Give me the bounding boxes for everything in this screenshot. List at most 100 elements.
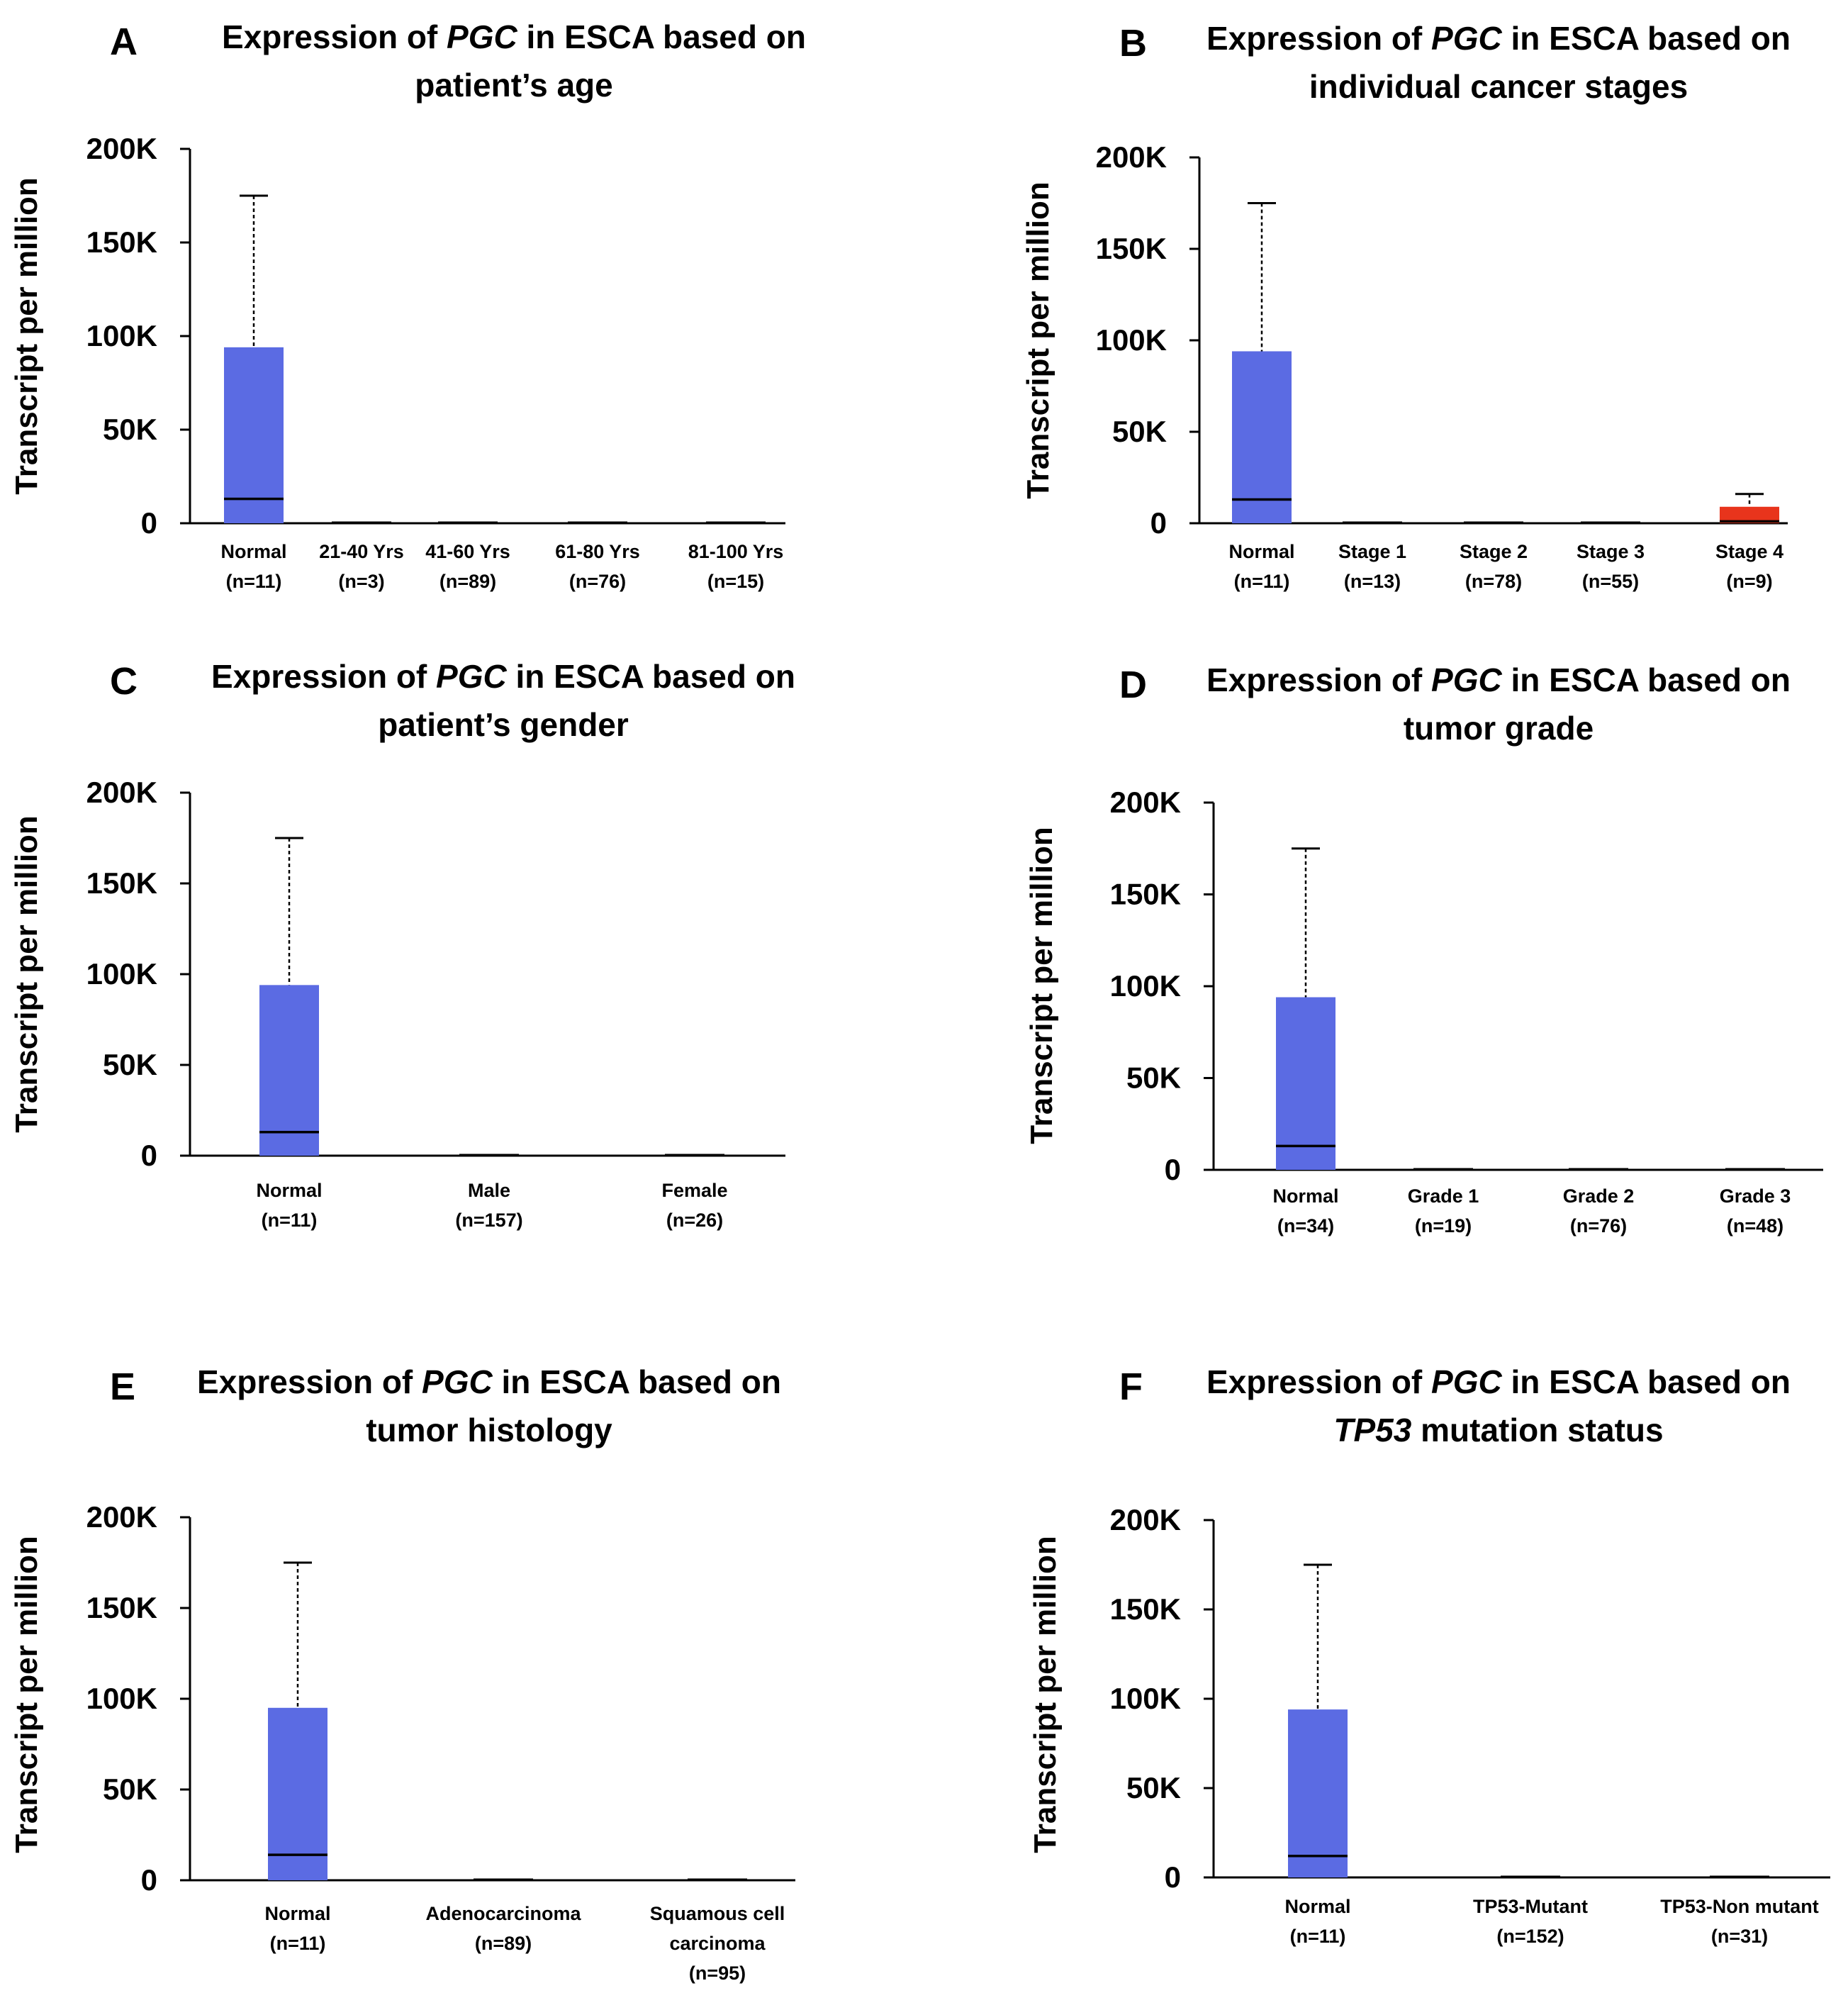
box bbox=[1720, 506, 1779, 523]
category-label: Normal bbox=[220, 541, 286, 562]
category-label: Stage 1 bbox=[1338, 541, 1406, 562]
category-label: Male bbox=[468, 1180, 510, 1201]
chart-title: Expression of PGC in ESCA based on patie… bbox=[222, 18, 806, 104]
category-n-label: (n=15) bbox=[707, 571, 764, 592]
category-label: Normal bbox=[1284, 1896, 1350, 1917]
y-tick-label: 50K bbox=[1112, 415, 1167, 448]
box-plot: 200K 150K 100K 50K 0 Transcript per million No… bbox=[9, 776, 785, 1231]
category-n-label: (n=48) bbox=[1727, 1215, 1783, 1236]
y-tick-label: 150K bbox=[86, 225, 157, 259]
category-n-label: (n=11) bbox=[270, 1933, 326, 1954]
category-n-label: (n=78) bbox=[1465, 571, 1522, 592]
panel-a: A Expression of PGC in ESCA based on pat… bbox=[0, 0, 924, 670]
chart-title: Expression of PGC in ESCA based on indiv… bbox=[1206, 20, 1791, 105]
category-n-label: (n=31) bbox=[1711, 1926, 1768, 1947]
chart-title: Expression of PGC in ESCA based on tumor… bbox=[1206, 661, 1791, 747]
y-tick-label: 100K bbox=[86, 957, 157, 990]
y-axis-label: Transcript per million bbox=[9, 1536, 44, 1853]
y-tick-label: 100K bbox=[86, 1682, 157, 1715]
panel-letter: D bbox=[1119, 664, 1147, 706]
y-tick-label: 200K bbox=[86, 132, 157, 165]
box-plot: 200K 150K 100K 50K 0 Transcript per million No… bbox=[9, 1500, 795, 1984]
category-label: Stage 3 bbox=[1577, 541, 1645, 562]
y-tick-label: 200K bbox=[1096, 140, 1167, 174]
category-n-label: (n=11) bbox=[262, 1210, 318, 1231]
category-n-label: (n=26) bbox=[666, 1210, 723, 1231]
category-n-label: (n=19) bbox=[1415, 1215, 1472, 1236]
y-axis-label: Transcript per million bbox=[1021, 182, 1055, 498]
panel-b: B Expression of PGC in ESCA based on ind… bbox=[924, 0, 1848, 670]
y-tick-label: 0 bbox=[1165, 1153, 1181, 1186]
category-label: 61-80 Yrs bbox=[555, 541, 640, 562]
y-tick-label: 100K bbox=[1110, 1682, 1181, 1715]
y-tick-label: 50K bbox=[103, 1048, 157, 1081]
y-tick-label: 150K bbox=[86, 1591, 157, 1624]
panel-f: F Expression of PGC in ESCA based on TP5… bbox=[924, 1340, 1848, 2010]
category-n-label: (n=55) bbox=[1582, 571, 1639, 592]
category-label: carcinoma bbox=[669, 1933, 766, 1954]
box bbox=[259, 985, 319, 1156]
box-plot: 200K 150K 100K 50K 0 Transcript per million No… bbox=[1024, 786, 1823, 1236]
category-n-label: (n=89) bbox=[475, 1933, 532, 1954]
category-n-label: (n=89) bbox=[439, 571, 496, 592]
box bbox=[224, 347, 284, 523]
y-tick-label: 150K bbox=[86, 866, 157, 900]
y-tick-label: 150K bbox=[1096, 232, 1167, 265]
category-n-label: (n=11) bbox=[1290, 1926, 1346, 1947]
y-tick-label: 100K bbox=[1110, 969, 1181, 1003]
category-label: Normal bbox=[264, 1903, 330, 1924]
category-n-label: (n=95) bbox=[689, 1962, 746, 1984]
y-tick-label: 50K bbox=[1126, 1061, 1181, 1095]
y-tick-label: 0 bbox=[1165, 1860, 1181, 1894]
panel-letter: C bbox=[110, 660, 138, 703]
category-n-label: (n=152) bbox=[1496, 1926, 1564, 1947]
y-tick-label: 200K bbox=[86, 776, 157, 809]
chart-title: Expression of PGC in ESCA based on tumor… bbox=[197, 1363, 781, 1448]
y-tick-label: 200K bbox=[1110, 786, 1181, 819]
y-tick-label: 0 bbox=[141, 506, 157, 540]
box-plot: 200K 150K 100K 50K 0 Transcript per million No… bbox=[1028, 1503, 1830, 1947]
category-n-label: (n=11) bbox=[1234, 571, 1290, 592]
y-tick-label: 200K bbox=[86, 1500, 157, 1534]
y-tick-label: 0 bbox=[141, 1139, 157, 1172]
y-axis-label: Transcript per million bbox=[1028, 1536, 1063, 1853]
box bbox=[1288, 1709, 1348, 1877]
panel-d: D Expression of PGC in ESCA based on tum… bbox=[924, 638, 1848, 1308]
category-label: Grade 1 bbox=[1408, 1185, 1479, 1207]
category-label: Grade 3 bbox=[1720, 1185, 1791, 1207]
y-axis-label: Transcript per million bbox=[1024, 827, 1059, 1144]
panel-letter: A bbox=[110, 21, 138, 63]
category-label: Grade 2 bbox=[1563, 1185, 1635, 1207]
chart-title: Expression of PGC in ESCA based on TP53 … bbox=[1206, 1363, 1791, 1448]
category-n-label: (n=34) bbox=[1277, 1215, 1334, 1236]
category-label: Normal bbox=[256, 1180, 322, 1201]
category-label: Stage 4 bbox=[1715, 541, 1783, 562]
chart-title: Expression of PGC in ESCA based on patie… bbox=[211, 658, 795, 743]
panel-e: E Expression of PGC in ESCA based on tum… bbox=[0, 1340, 924, 2010]
y-axis-label: Transcript per million bbox=[9, 815, 44, 1132]
panel-c: C Expression of PGC in ESCA based on pat… bbox=[0, 638, 924, 1308]
category-label: 41-60 Yrs bbox=[425, 541, 510, 562]
box-plot: 200K 150K 100K 50K 0 Transcript per million No… bbox=[9, 132, 785, 592]
box bbox=[1232, 351, 1292, 523]
category-n-label: (n=76) bbox=[569, 571, 626, 592]
y-tick-label: 100K bbox=[86, 319, 157, 352]
category-n-label: (n=76) bbox=[1570, 1215, 1627, 1236]
y-tick-label: 50K bbox=[103, 1772, 157, 1806]
y-tick-label: 150K bbox=[1110, 1592, 1181, 1626]
category-n-label: (n=157) bbox=[455, 1210, 522, 1231]
box bbox=[268, 1707, 327, 1880]
y-tick-label: 50K bbox=[1126, 1771, 1181, 1804]
category-label: TP53-Non mutant bbox=[1660, 1896, 1819, 1917]
y-axis-label: Transcript per million bbox=[9, 177, 44, 494]
y-tick-label: 200K bbox=[1110, 1503, 1181, 1536]
category-label: Stage 2 bbox=[1460, 541, 1528, 562]
category-label: Normal bbox=[1228, 541, 1294, 562]
box bbox=[1276, 997, 1335, 1170]
category-label: Normal bbox=[1272, 1185, 1338, 1207]
category-label: 81-100 Yrs bbox=[688, 541, 784, 562]
category-label: Female bbox=[661, 1180, 727, 1201]
panel-letter: B bbox=[1119, 22, 1147, 65]
y-tick-label: 50K bbox=[103, 413, 157, 446]
category-n-label: (n=9) bbox=[1726, 571, 1772, 592]
